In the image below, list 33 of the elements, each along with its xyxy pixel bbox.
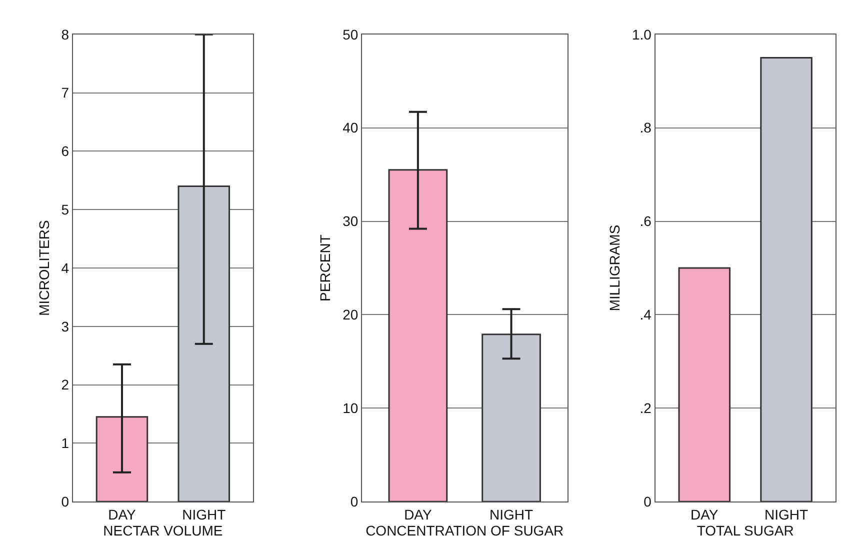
y-tick-label: .6: [640, 213, 652, 230]
y-tick-label: 0: [350, 494, 358, 510]
x-tick-label: NIGHT: [764, 506, 809, 522]
y-tick-label: 8: [61, 26, 70, 42]
y-tick-label: 3: [61, 318, 70, 334]
y-tick-label: 1: [61, 435, 70, 452]
x-axis-title: TOTAL SUGAR: [696, 522, 794, 539]
x-tick-label: NIGHT: [490, 506, 534, 522]
y-tick-label: 7: [61, 84, 70, 101]
y-tick-label: .8: [640, 120, 652, 136]
y-tick-label: 10: [342, 400, 358, 416]
x-axis-title: CONCENTRATION OF SUGAR: [366, 522, 564, 539]
y-axis-title: MICROLITERS: [36, 220, 52, 316]
y-tick-label: .2: [640, 400, 652, 416]
y-tick-label: 6: [61, 143, 70, 160]
y-tick-label: 2: [61, 376, 70, 393]
y-tick-label: 30: [342, 213, 358, 230]
y-tick-label: 1.0: [632, 26, 652, 42]
x-tick-label: DAY: [108, 506, 137, 522]
x-tick-label: DAY: [404, 506, 432, 522]
y-tick-label: .4: [640, 306, 652, 323]
y-tick-label: 20: [342, 306, 358, 323]
y-tick-label: 50: [342, 26, 358, 42]
x-tick-label: DAY: [690, 506, 719, 522]
y-axis-title: PERCENT: [317, 234, 334, 302]
y-tick-label: 4: [61, 260, 70, 276]
y-tick-label: 40: [342, 120, 358, 136]
y-tick-label: 0: [644, 494, 652, 510]
y-axis-title: MILLIGRAMS: [606, 224, 623, 312]
x-tick-label: NIGHT: [182, 506, 226, 522]
y-tick-label: 0: [61, 494, 70, 510]
y-tick-label: 5: [61, 201, 70, 218]
x-axis-title: NECTAR VOLUME: [103, 522, 223, 539]
